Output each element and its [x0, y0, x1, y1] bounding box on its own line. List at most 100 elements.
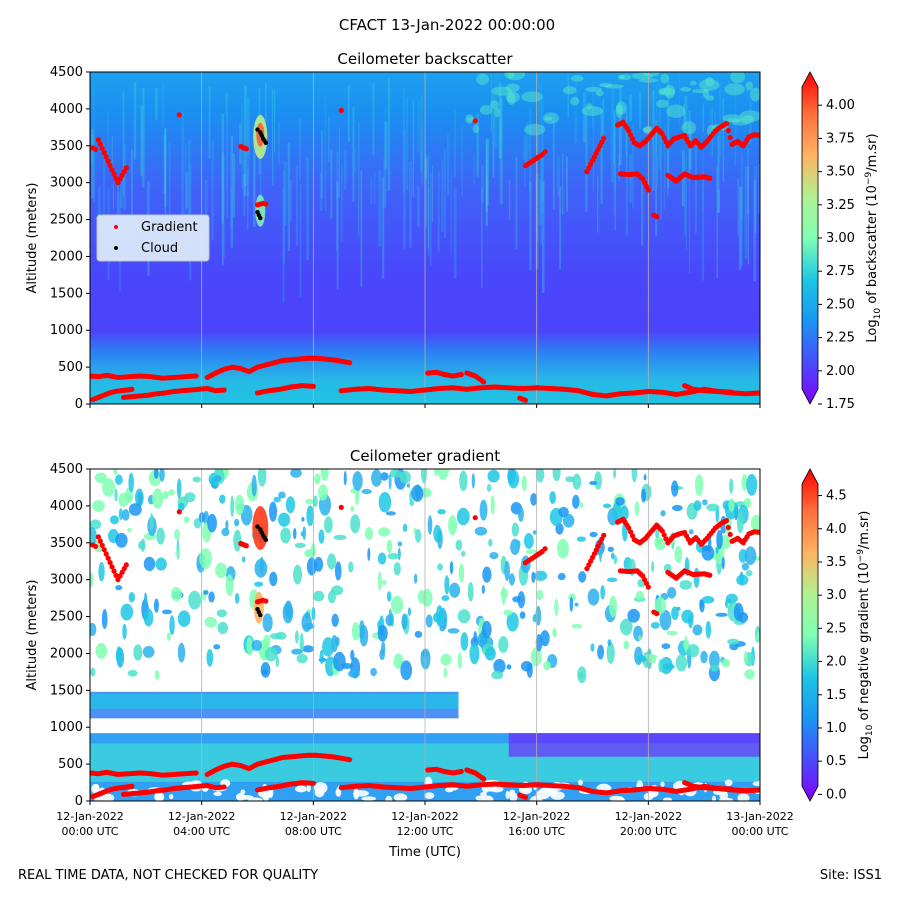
- y-tick-label: 500: [58, 360, 83, 375]
- gradient-blob: [741, 474, 748, 491]
- backscatter-streak: [737, 178, 739, 236]
- gradient-blob: [142, 645, 155, 658]
- gradient-blob: [607, 639, 612, 647]
- backscatter-patch: [570, 74, 584, 82]
- gradient-blob: [530, 493, 538, 506]
- gradient-gap: [752, 781, 760, 787]
- gradient-y-label: Altitude (meters): [25, 580, 40, 691]
- gradient-blob: [128, 503, 142, 516]
- gradient-blob: [562, 513, 575, 528]
- gradient-blob: [504, 560, 510, 581]
- gradient-point: [99, 542, 105, 549]
- gradient-point: [542, 149, 548, 155]
- gradient-blob: [666, 587, 677, 599]
- gradient-gap: [385, 795, 393, 801]
- gradient-point: [542, 546, 548, 552]
- backscatter-streak: [515, 156, 518, 250]
- gradient-colorbar-bar: [801, 468, 819, 802]
- x-tick-label-date: 12-Jan-2022: [503, 810, 571, 823]
- backscatter-patch: [585, 86, 603, 93]
- gradient-blob: [127, 527, 132, 533]
- gradient-blob: [155, 557, 167, 571]
- gradient-blob: [506, 664, 512, 670]
- backscatter-streak: [441, 159, 444, 232]
- x-axis-label: Time (UTC): [388, 845, 461, 860]
- backscatter-patch: [581, 106, 604, 116]
- gradient-blob: [312, 590, 325, 602]
- backscatter-streak: [655, 84, 657, 153]
- gradient-blob: [140, 538, 146, 552]
- gradient-point: [522, 794, 529, 800]
- gradient-blob: [127, 669, 138, 677]
- backscatter-patch: [476, 73, 489, 86]
- backscatter-streak: [583, 92, 586, 143]
- backscatter-streak: [247, 168, 249, 230]
- gradient-blob: [314, 473, 321, 485]
- gradient-blob: [688, 529, 694, 535]
- colorbar-tick-label: 0.5: [826, 754, 847, 769]
- x-tick-label-date: 12-Jan-2022: [391, 810, 459, 823]
- gradient-blob: [701, 545, 715, 561]
- legend[interactable]: Gradient Cloud: [96, 214, 210, 262]
- backscatter-streak: [681, 150, 685, 207]
- gradient-y-axis: 0 500 1000 1500 2000 2500 3000 3500 4000 4500: [50, 462, 90, 809]
- gradient-blob: [264, 646, 278, 662]
- gradient-blob: [188, 590, 202, 610]
- gradient-blob: [204, 616, 217, 628]
- gradient-blob: [234, 593, 240, 604]
- gradient-blob: [387, 553, 400, 560]
- gradient-point: [729, 389, 735, 395]
- backscatter-patch: [658, 88, 666, 96]
- gradient-blob: [174, 528, 180, 540]
- backscatter-streak: [641, 181, 644, 246]
- gradient-blob: [94, 472, 107, 484]
- gradient-point: [97, 141, 103, 147]
- backscatter-streak: [133, 82, 137, 160]
- gradient-blob: [213, 644, 221, 650]
- gradient-blob: [613, 469, 617, 479]
- gradient-blob: [745, 570, 753, 577]
- backscatter-streak: [747, 148, 749, 215]
- backscatter-streak: [225, 92, 228, 118]
- gradient-blob: [506, 612, 519, 632]
- gradient-blob: [489, 552, 499, 560]
- backscatter-streak: [613, 110, 615, 165]
- y-tick-label: 1500: [50, 683, 83, 698]
- y-tick-label: 3000: [50, 573, 83, 588]
- gradient-gap: [578, 779, 583, 786]
- gradient-blob: [254, 558, 268, 578]
- gradient-blob: [530, 647, 542, 667]
- backscatter-streak: [629, 154, 633, 203]
- legend-cloud-label: Cloud: [141, 241, 178, 256]
- gradient-blob: [671, 480, 679, 497]
- gradient-blob: [302, 645, 315, 653]
- gradient-blob: [471, 473, 475, 489]
- gradient-blob: [558, 506, 569, 518]
- gradient-blob: [90, 667, 96, 677]
- backscatter-streak: [660, 131, 662, 220]
- gradient-blob: [643, 474, 647, 481]
- backscatter-title: Ceilometer backscatter: [337, 50, 513, 68]
- backscatter-streak: [424, 157, 427, 179]
- gradient-blob: [340, 662, 353, 670]
- backscatter-streak: [230, 135, 234, 249]
- backscatter-texture: [91, 72, 760, 303]
- gradient-blob: [361, 489, 372, 495]
- gradient-blob: [304, 548, 317, 558]
- gradient-blob: [578, 571, 587, 583]
- gradient-gap: [660, 781, 665, 788]
- gradient-point: [107, 162, 113, 169]
- x-tick-label-time: 00:00 UTC: [731, 825, 788, 838]
- gradient-blob: [736, 511, 744, 534]
- gradient-blob: [674, 545, 683, 563]
- gradient-blob: [569, 596, 574, 612]
- backscatter-streak: [330, 149, 333, 219]
- backscatter-streak: [425, 153, 427, 229]
- backscatter-streak: [524, 152, 526, 186]
- backscatter-streak: [684, 96, 688, 129]
- gradient-blob: [750, 514, 760, 532]
- backscatter-streak: [753, 166, 757, 233]
- backscatter-patch: [660, 73, 669, 84]
- gradient-point: [757, 529, 760, 536]
- gradient-point: [92, 543, 99, 550]
